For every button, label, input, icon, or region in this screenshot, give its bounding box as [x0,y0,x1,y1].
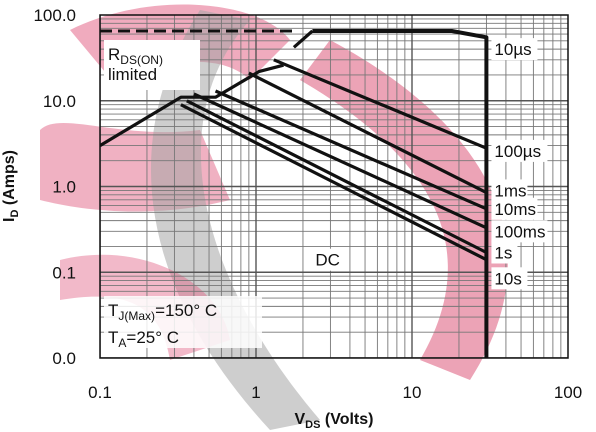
y-axis-title-sub: D [9,210,21,218]
x-tick-labels: 0.1 1 10 100 [88,383,582,402]
x-tick-label: 100 [554,383,582,402]
y-tick-label: 0.1 [52,263,76,282]
x-axis-title-rest: (Volts) [320,411,373,428]
x-tick-label: 0.1 [88,383,112,402]
tj-main: T [108,301,118,320]
rds-label-main: R [108,45,120,64]
ta-main: T [108,328,118,347]
x-axis-title-main: V [295,411,306,428]
ta-sub: A [118,336,126,350]
x-axis-title-sub: DS [305,419,320,431]
x-tick-label: 10 [403,383,422,402]
series-label-100ms: 100ms [494,222,545,241]
series-label-1ms: 1ms [494,181,526,200]
series-label-10s: 10s [494,269,521,288]
y-tick-label: 10.0 [43,92,76,111]
y-tick-label: 0.0 [52,349,76,368]
series-label-1s: 1s [494,243,512,262]
tj-rest: =150° C [155,301,217,320]
x-tick-label: 1 [251,383,260,402]
series-label-10ms: 10ms [494,200,536,219]
series-label-100s: 100µs [494,142,541,161]
y-tick-label: 100.0 [33,6,76,25]
series-label-DC: DC [315,251,340,270]
y-tick-labels: 100.0 10.0 1.0 0.1 0.0 [33,6,76,368]
series-label-10s: 10µs [494,40,531,59]
ta-rest: =25° C [126,328,179,347]
rds-label-line2: limited [108,65,157,84]
y-axis-title: ID (Amps) [1,150,21,222]
y-axis-title-rest: (Amps) [1,150,18,210]
tj-sub: J(Max) [118,309,155,323]
y-tick-label: 1.0 [52,178,76,197]
